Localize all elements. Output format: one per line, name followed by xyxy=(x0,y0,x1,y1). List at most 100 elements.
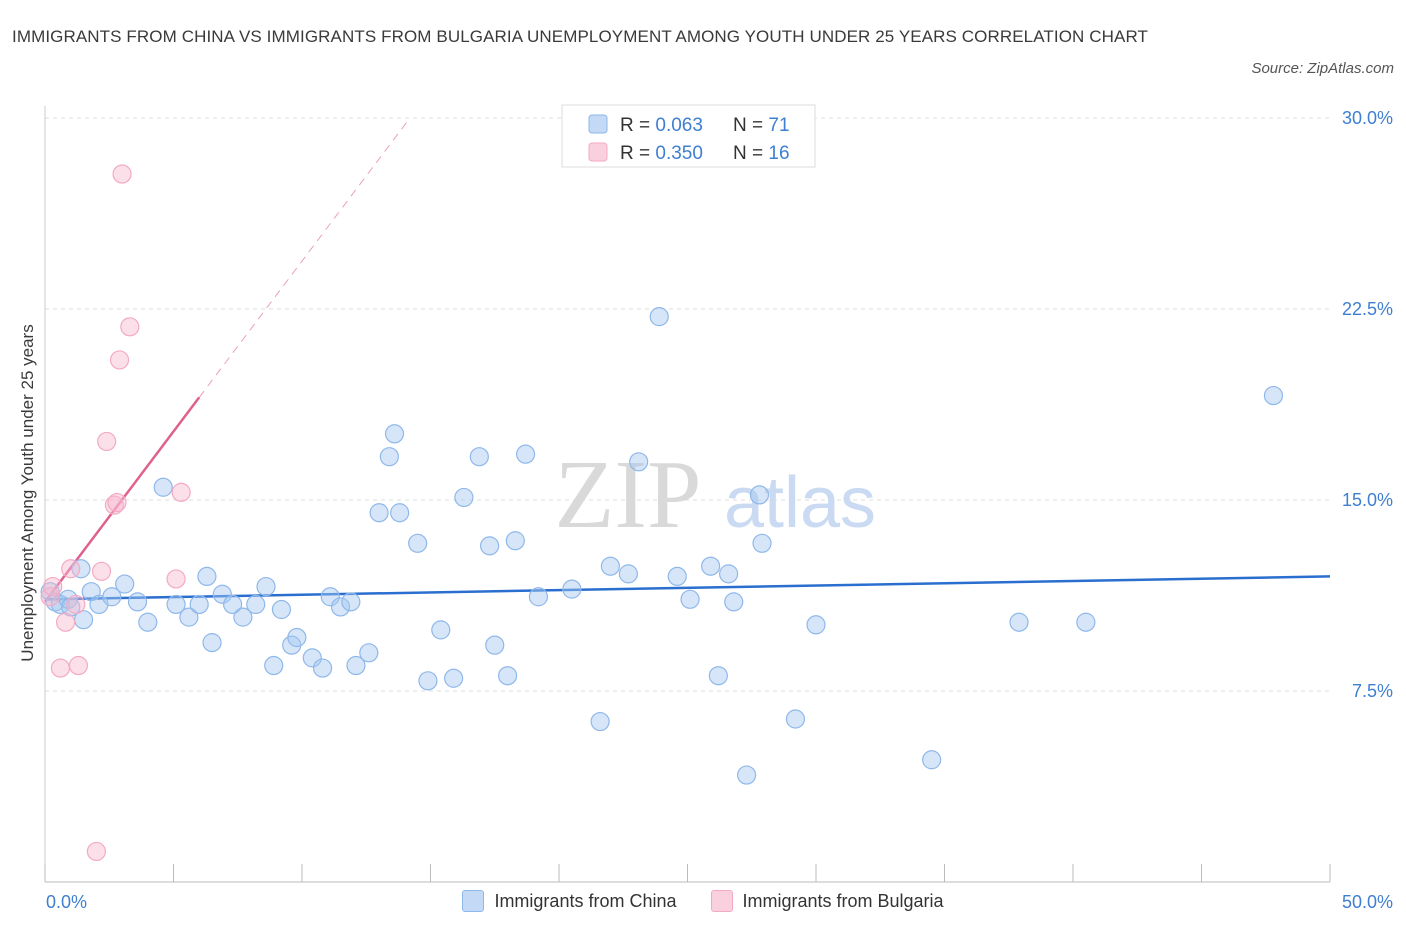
data-point-china xyxy=(680,589,700,609)
data-point-china xyxy=(1263,385,1284,406)
data-point-bulgaria xyxy=(86,841,107,862)
stats-legend-text: R = 0.350 N = 16 xyxy=(620,143,790,164)
data-point-china xyxy=(102,587,122,607)
legend-label-bulgaria: Immigrants from Bulgaria xyxy=(742,890,944,911)
trend-line-bulgaria-extension xyxy=(198,117,411,398)
watermark-zip: ZIP xyxy=(555,441,702,549)
data-point-china xyxy=(498,666,518,686)
r-value: 0.350 xyxy=(655,143,703,164)
legend-item-china: Immigrants from China xyxy=(462,890,677,912)
data-point-china xyxy=(708,666,728,686)
data-point-china xyxy=(153,477,173,497)
data-point-china xyxy=(202,633,222,653)
data-point-china xyxy=(590,711,610,732)
chart-title: IMMIGRANTS FROM CHINA VS IMMIGRANTS FROM… xyxy=(12,27,1148,46)
data-point-bulgaria xyxy=(43,576,63,597)
stats-legend: R = 0.063 N = 71 R = 0.350 N = 16 xyxy=(561,104,816,168)
data-point-bulgaria xyxy=(166,569,186,589)
stats-legend-text: R = 0.063 N = 71 xyxy=(620,115,790,136)
data-point-china xyxy=(379,447,399,467)
data-point-bulgaria xyxy=(171,482,191,502)
data-point-china xyxy=(629,452,649,472)
data-point-china xyxy=(166,594,186,615)
watermark: ZIP atlas xyxy=(555,441,877,549)
data-point-china xyxy=(359,643,379,663)
y-tick-label: 15.0% xyxy=(1342,490,1393,510)
data-point-china xyxy=(312,658,333,678)
data-point-china xyxy=(179,607,199,627)
data-point-china xyxy=(287,627,307,648)
x-tick-labels: 0.0% 50.0% xyxy=(46,892,1393,912)
data-point-china xyxy=(922,750,942,770)
data-point-bulgaria xyxy=(104,495,124,515)
data-point-china xyxy=(485,635,505,655)
data-point-china xyxy=(320,587,340,607)
data-point-china xyxy=(667,566,687,587)
data-point-china xyxy=(418,671,438,691)
data-point-china xyxy=(469,447,489,467)
data-point-china xyxy=(71,559,91,579)
data-point-china xyxy=(480,536,500,556)
y-tick-label: 7.5% xyxy=(1352,681,1393,701)
series-legend: Immigrants from China Immigrants from Bu… xyxy=(0,890,1406,912)
data-point-china xyxy=(115,574,135,594)
data-point-china xyxy=(384,424,405,444)
axes xyxy=(44,106,1331,883)
x-tick-label: 50.0% xyxy=(1342,892,1393,912)
data-point-china xyxy=(1009,612,1029,632)
data-point-china xyxy=(1076,612,1096,632)
stats-legend-swatch xyxy=(588,114,608,134)
data-point-china xyxy=(223,594,243,615)
data-point-china xyxy=(346,655,366,676)
stats-legend-swatch xyxy=(588,142,608,162)
data-point-china xyxy=(752,533,772,553)
data-point-china xyxy=(127,592,148,612)
data-point-bulgaria xyxy=(112,164,132,184)
data-point-bulgaria xyxy=(68,655,89,676)
data-point-bulgaria xyxy=(55,612,76,632)
data-point-china xyxy=(40,582,60,602)
data-point-china xyxy=(806,615,826,635)
legend-item-bulgaria: Immigrants from Bulgaria xyxy=(710,890,944,912)
data-point-china xyxy=(562,579,582,599)
data-point-china xyxy=(431,620,451,640)
y-tick-label: 30.0% xyxy=(1342,108,1393,128)
data-point-china xyxy=(515,444,536,464)
legend-swatch-china xyxy=(462,890,485,912)
r-value: 0.063 xyxy=(655,115,703,136)
n-label: N = xyxy=(733,143,768,164)
data-point-china xyxy=(618,564,638,584)
source-label: Source: ZipAtlas.com xyxy=(1251,60,1394,77)
data-point-china xyxy=(212,584,232,604)
n-label: N = xyxy=(733,115,768,136)
data-point-bulgaria xyxy=(109,350,130,370)
legend-swatch-bulgaria xyxy=(710,890,733,912)
data-point-china xyxy=(444,668,464,688)
data-point-china xyxy=(724,592,744,612)
legend-label-china: Immigrants from China xyxy=(494,890,677,911)
data-points xyxy=(40,164,1284,862)
data-point-bulgaria xyxy=(107,492,127,513)
data-point-china xyxy=(649,307,669,327)
data-point-china xyxy=(256,576,276,597)
data-point-china xyxy=(138,612,158,632)
data-point-china xyxy=(719,564,739,584)
data-point-china xyxy=(528,587,549,607)
data-point-china xyxy=(271,599,292,620)
y-tick-labels: 7.5% 15.0% 22.5% 30.0% xyxy=(1342,108,1393,701)
r-label: R = xyxy=(620,143,655,164)
x-tick-label: 0.0% xyxy=(46,892,87,912)
data-point-china xyxy=(737,765,757,785)
data-point-china xyxy=(246,594,266,615)
data-point-bulgaria xyxy=(97,431,117,452)
n-value: 71 xyxy=(768,115,789,136)
data-point-china xyxy=(197,566,217,587)
data-point-china xyxy=(61,597,81,617)
data-point-bulgaria xyxy=(120,317,140,337)
data-point-china xyxy=(302,648,322,668)
data-point-china xyxy=(390,503,410,523)
data-point-china xyxy=(408,533,428,553)
data-point-china xyxy=(454,487,474,508)
data-point-bulgaria xyxy=(91,561,112,581)
